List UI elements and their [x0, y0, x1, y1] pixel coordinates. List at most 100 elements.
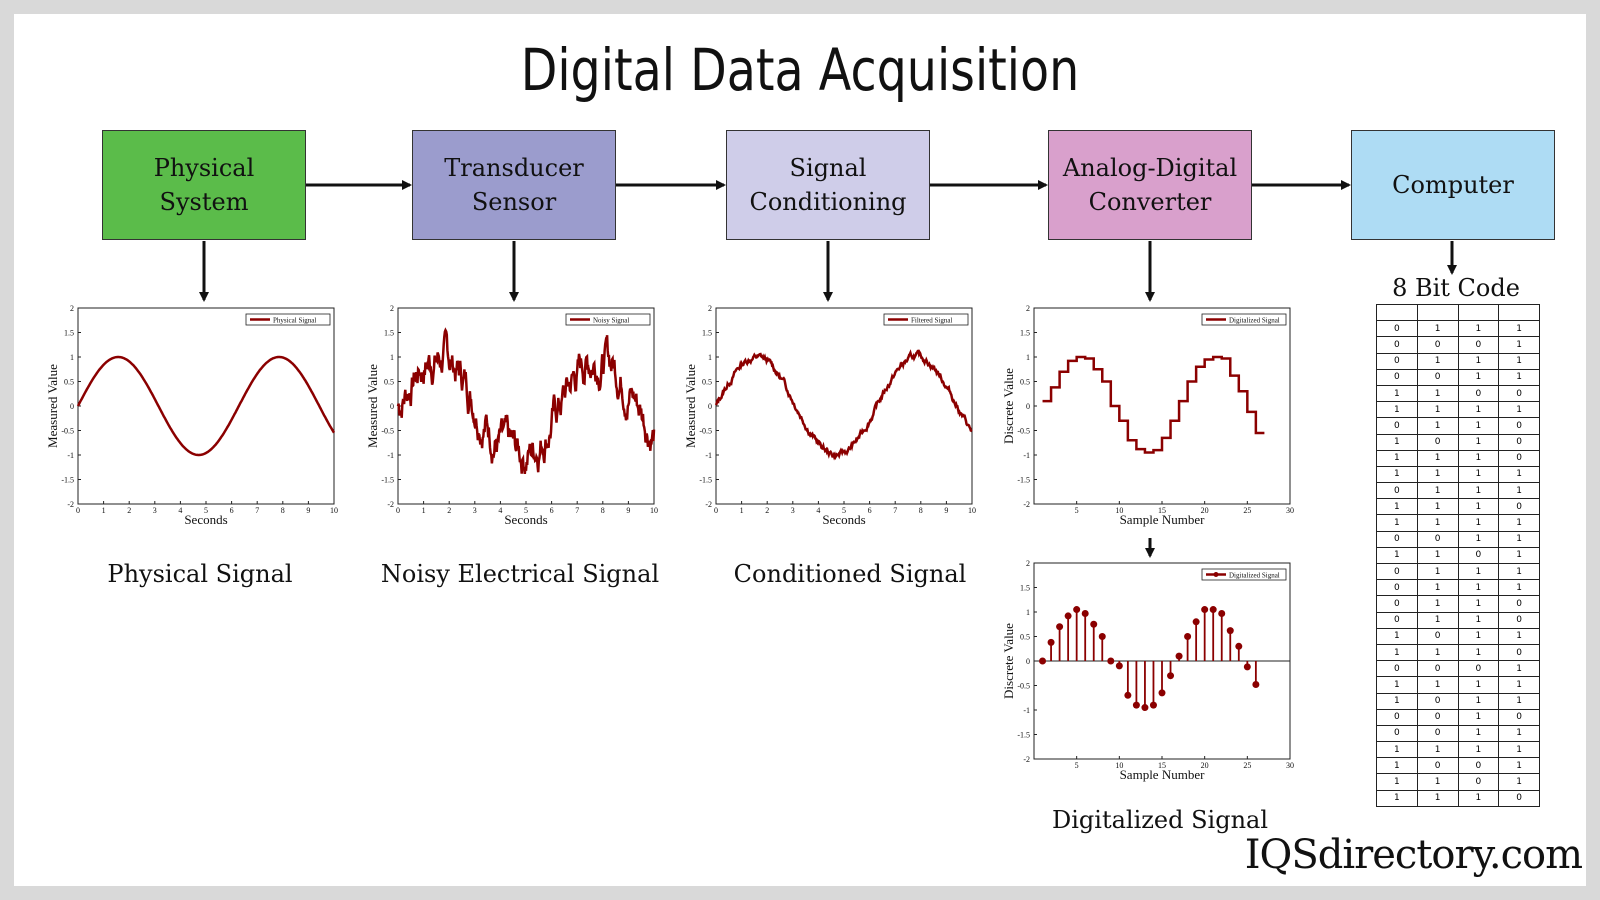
- stem-point: [1073, 606, 1081, 614]
- y-tick-label: -2: [387, 500, 394, 509]
- code-bit: 1: [1416, 676, 1459, 694]
- code-bit: 0: [1376, 368, 1418, 386]
- code-bit: 1: [1416, 417, 1459, 435]
- code-bit: 1: [1376, 401, 1418, 419]
- caption-digitalized: Digitalized Signal: [1051, 806, 1269, 834]
- code-bit: 1: [1498, 320, 1540, 338]
- y-axis-label: Discrete Value: [1001, 368, 1016, 444]
- code-bit: 1: [1376, 789, 1418, 807]
- code-bit: 0: [1498, 449, 1540, 467]
- code-bit: 1: [1498, 336, 1540, 354]
- stem-point: [1064, 612, 1072, 620]
- stem-point: [1209, 606, 1217, 614]
- code-bit: 0: [1376, 417, 1418, 435]
- code-bit: 0: [1457, 546, 1500, 565]
- code-bit: 1: [1457, 595, 1500, 613]
- y-tick-label: 0.5: [64, 378, 74, 387]
- code-bit: 1: [1457, 449, 1500, 467]
- code-bit: 1: [1457, 643, 1500, 662]
- x-tick-label: 10: [968, 506, 976, 515]
- x-tick-label: 3: [153, 506, 157, 515]
- code-bit: 1: [1416, 384, 1459, 403]
- code-bit: 0: [1457, 773, 1500, 791]
- physical-signal-chart: 21.510.50-0.5-1-1.5-20 1 2 3 4 5 6 7 8 9 10Seconds…: [45, 304, 338, 527]
- x-tick-label: 7: [255, 506, 259, 515]
- stem-point: [1192, 618, 1200, 626]
- stem-point: [1167, 672, 1175, 680]
- stem-point: [1107, 657, 1115, 665]
- y-tick-label: -2: [67, 500, 74, 509]
- legend-box: [1201, 568, 1287, 581]
- code-bit: 0: [1376, 482, 1418, 500]
- conditioned-signal-chart: 21.510.50-0.5-1-1.5-20 1 2 3 4 5 6 7 8 9 10Seconds…: [683, 304, 976, 527]
- signal-line: [396, 327, 656, 475]
- x-tick-label: 7: [575, 506, 579, 515]
- code-bit: [1416, 303, 1459, 322]
- x-tick-label: 9: [306, 506, 310, 515]
- y-tick-label: 1: [708, 353, 712, 362]
- code-bit: 0: [1457, 336, 1500, 354]
- code-bit: 0: [1416, 757, 1459, 775]
- signal-line: [714, 349, 973, 461]
- code-bit: 0: [1457, 660, 1500, 678]
- x-tick-label: 8: [601, 506, 605, 515]
- legend-label: Digitalized Signal: [1229, 317, 1280, 325]
- x-tick-label: 8: [919, 506, 923, 515]
- caption-physical: Physical Signal: [107, 560, 293, 588]
- brand-watermark: IQSdirectory.com: [1244, 832, 1583, 878]
- code-bit: 0: [1376, 660, 1418, 678]
- code-bit: 0: [1457, 384, 1500, 403]
- stem-point: [1056, 623, 1064, 631]
- code-bit: 0: [1376, 579, 1418, 597]
- code-bit: 0: [1498, 611, 1540, 629]
- code-bit: 1: [1457, 498, 1500, 516]
- y-tick-label: 1: [1026, 353, 1030, 362]
- stem-point: [1201, 606, 1209, 614]
- code-bit: 1: [1498, 546, 1540, 565]
- code-bit: 1: [1376, 692, 1418, 710]
- code-bit: 0: [1416, 433, 1459, 451]
- code-bit: 1: [1376, 676, 1418, 694]
- legend-box: [883, 313, 969, 326]
- x-tick-label: 15: [1158, 506, 1166, 515]
- code-title: 8 Bit Code: [1392, 274, 1520, 302]
- x-tick-label: 5: [204, 506, 208, 515]
- x-tick-label: 8: [281, 506, 285, 515]
- stem-point: [1141, 704, 1149, 712]
- code-bit: 1: [1376, 465, 1418, 484]
- code-bit: 1: [1498, 724, 1540, 743]
- x-tick-label: 5: [1075, 506, 1079, 515]
- y-tick-label: -1.5: [699, 476, 712, 485]
- legend-label: Digitalized Signal: [1229, 572, 1280, 580]
- x-tick-label: 20: [1201, 506, 1209, 515]
- code-bit: 0: [1376, 530, 1418, 548]
- y-tick-label: 1: [1026, 608, 1030, 617]
- code-bit: 0: [1416, 660, 1459, 678]
- stem-point: [1132, 701, 1140, 709]
- code-bit: 1: [1457, 579, 1500, 597]
- legend-box: [245, 313, 331, 326]
- y-tick-label: -2: [1023, 500, 1030, 509]
- x-tick-label: 4: [816, 506, 820, 515]
- code-bit: 0: [1416, 627, 1459, 645]
- code-bit: 1: [1376, 433, 1418, 451]
- code-bit: 1: [1457, 724, 1500, 743]
- code-bit: 0: [1498, 433, 1540, 451]
- y-tick-label: -1: [67, 451, 74, 460]
- y-tick-label: 1.5: [702, 329, 712, 338]
- legend-marker: [1213, 572, 1219, 577]
- y-tick-label: -0.5: [1017, 427, 1030, 436]
- code-bit: 1: [1376, 449, 1418, 467]
- code-bit: 1: [1416, 465, 1459, 484]
- code-bit: 1: [1457, 514, 1500, 532]
